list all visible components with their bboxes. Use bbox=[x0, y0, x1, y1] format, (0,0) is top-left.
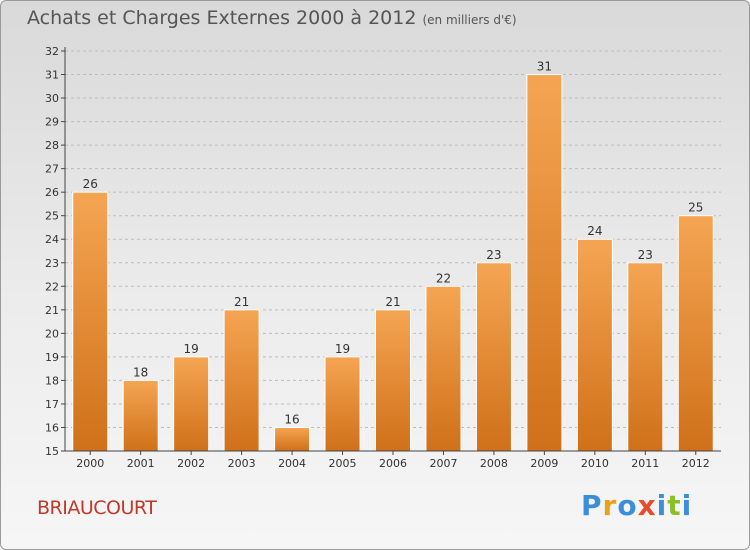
x-tick-label: 2005 bbox=[329, 457, 357, 470]
y-tick-label: 18 bbox=[45, 374, 59, 387]
y-tick-label: 17 bbox=[45, 398, 59, 411]
data-label: 23 bbox=[638, 248, 653, 262]
y-tick-label: 29 bbox=[45, 116, 59, 129]
y-tick-label: 21 bbox=[45, 304, 59, 317]
x-tick-label: 2004 bbox=[278, 457, 306, 470]
logo-letter: i bbox=[681, 489, 693, 522]
logo-letter: t bbox=[667, 489, 682, 522]
logo-letter: x bbox=[637, 489, 657, 522]
y-tick-label: 15 bbox=[45, 445, 59, 458]
data-label: 18 bbox=[133, 365, 148, 379]
bar-2011 bbox=[627, 262, 664, 452]
x-tick-label: 2012 bbox=[682, 457, 710, 470]
data-label: 19 bbox=[184, 342, 199, 356]
bar-2012 bbox=[677, 215, 714, 452]
bar-2000 bbox=[72, 191, 109, 452]
y-tick-label: 25 bbox=[45, 210, 59, 223]
y-tick-label: 20 bbox=[45, 327, 59, 340]
data-label: 24 bbox=[587, 224, 602, 238]
y-tick-label: 22 bbox=[45, 280, 59, 293]
logo-letter: r bbox=[602, 489, 618, 522]
proxiti-logo: Proxiti bbox=[581, 489, 692, 522]
y-tick-label: 31 bbox=[45, 69, 59, 82]
bar-2009 bbox=[526, 74, 563, 452]
data-label: 31 bbox=[537, 60, 552, 74]
y-tick-label: 16 bbox=[45, 421, 59, 434]
bar-2007 bbox=[425, 285, 462, 452]
commune-name: BRIAUCOURT bbox=[37, 497, 157, 519]
x-tick-label: 2001 bbox=[127, 457, 155, 470]
chart-title-text: Achats et Charges Externes 2000 à 2012 bbox=[27, 7, 417, 29]
x-tick-label: 2003 bbox=[228, 457, 256, 470]
y-tick-label: 24 bbox=[45, 233, 59, 246]
y-tick-label: 26 bbox=[45, 186, 59, 199]
x-tick-label: 2010 bbox=[581, 457, 609, 470]
x-tick-label: 2011 bbox=[631, 457, 659, 470]
bar-2008 bbox=[475, 262, 512, 452]
x-tick-label: 2006 bbox=[379, 457, 407, 470]
data-label: 16 bbox=[284, 412, 299, 426]
bar-2006 bbox=[375, 309, 411, 452]
x-tick-label: 2002 bbox=[177, 457, 205, 470]
data-label: 26 bbox=[83, 177, 98, 191]
bar-2004 bbox=[274, 426, 311, 452]
data-label: 21 bbox=[234, 295, 249, 309]
y-tick-label: 30 bbox=[45, 92, 59, 105]
x-tick-label: 2009 bbox=[530, 457, 558, 470]
logo-letter: i bbox=[656, 489, 668, 522]
chart-title: Achats et Charges Externes 2000 à 2012 (e… bbox=[27, 7, 517, 29]
data-label: 23 bbox=[486, 248, 501, 262]
data-label: 21 bbox=[385, 295, 400, 309]
x-tick-label: 2007 bbox=[429, 457, 457, 470]
data-label: 19 bbox=[335, 342, 350, 356]
y-tick-label: 28 bbox=[45, 139, 59, 152]
y-tick-label: 19 bbox=[45, 351, 59, 364]
logo-letter: P bbox=[581, 489, 603, 522]
x-tick-label: 2000 bbox=[76, 457, 104, 470]
bar-2001 bbox=[122, 379, 159, 452]
y-tick-label: 32 bbox=[45, 45, 59, 58]
data-label: 22 bbox=[436, 271, 451, 285]
bar-2005 bbox=[324, 356, 361, 452]
logo-letter: o bbox=[617, 489, 638, 522]
y-tick-label: 23 bbox=[45, 257, 59, 270]
y-tick-label: 27 bbox=[45, 163, 59, 176]
chart-unit-note: (en milliers d'€) bbox=[422, 13, 517, 27]
bar-2003 bbox=[223, 309, 260, 452]
bar-2002 bbox=[173, 356, 210, 452]
data-label: 25 bbox=[688, 201, 703, 215]
x-tick-label: 2008 bbox=[480, 457, 508, 470]
bar-2010 bbox=[576, 238, 613, 452]
